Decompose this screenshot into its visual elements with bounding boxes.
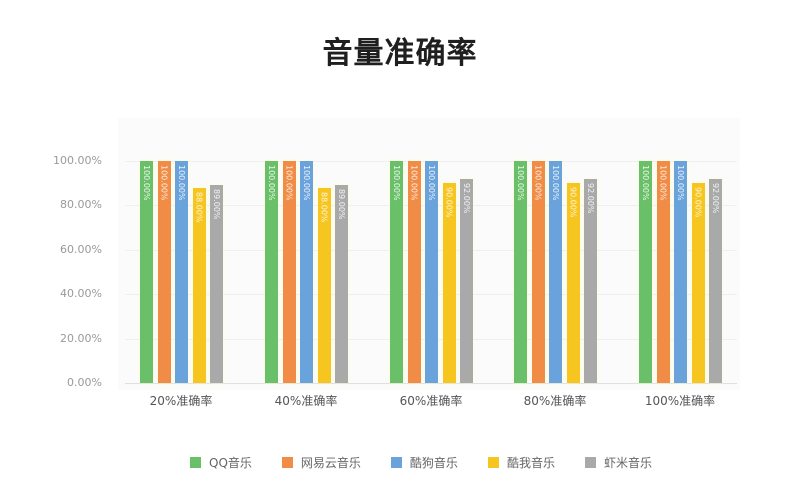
bar: 89.00% [210,185,223,383]
bar-value-label: 100.00% [551,165,560,201]
y-tick-label: 100.00% [53,154,102,167]
legend-item[interactable]: 网易云音乐 [281,454,361,471]
bar-value-label: 100.00% [392,165,401,201]
legend-item[interactable]: 酷狗音乐 [390,454,458,471]
bar: 100.00% [140,161,153,383]
bar: 100.00% [175,161,188,383]
bar: 100.00% [531,161,545,383]
bar-value-label: 100.00% [641,165,650,201]
bar: 88.00% [192,187,206,383]
y-tick-label: 20.00% [60,331,102,345]
bar-value-label: 90.00% [693,187,703,218]
legend-label: 酷我音乐 [506,456,555,470]
x-tick-label: 40%准确率 [274,394,338,408]
bar: 92.00% [709,178,722,383]
x-tick-label: 100%准确率 [644,394,716,408]
legend-label: 酷狗音乐 [409,456,458,470]
bar-value-label: 100.00% [142,165,151,201]
bar-value-label: 100.00% [159,165,169,201]
bar: 100.00% [639,161,652,383]
chart-title: 音量准确率 [322,36,478,71]
bar-value-label: 100.00% [658,165,668,201]
bar: 100.00% [407,161,421,383]
bar: 100.00% [390,161,403,383]
bar-value-label: 100.00% [267,165,276,201]
legend-swatch-icon [281,457,293,468]
bar-value-label: 100.00% [533,165,543,201]
bar: 100.00% [549,161,562,383]
bar: 100.00% [425,161,438,383]
bar-value-label: 88.00% [319,191,329,223]
legend-swatch-icon [487,457,499,468]
bar-value-label: 90.00% [444,187,454,218]
legend-swatch-icon [190,457,201,468]
y-tick-label: 80.00% [60,198,102,212]
bar-value-label: 100.00% [302,165,311,201]
y-tick-label: 40.00% [60,287,102,301]
bar-value-label: 89.00% [337,189,346,220]
legend-swatch-icon [584,457,596,468]
bar-value-label: 100.00% [516,165,525,201]
bar: 92.00% [460,178,473,383]
bar: 90.00% [691,183,705,383]
bar: 92.00% [584,178,597,383]
bar-value-label: 100.00% [284,165,294,201]
legend-label: QQ音乐 [209,456,252,470]
bar-value-label: 90.00% [568,187,578,218]
x-axis-line [125,383,737,384]
bar: 100.00% [157,161,171,383]
bar-value-label: 92.00% [711,182,720,214]
bar: 90.00% [442,183,456,383]
legend-swatch-icon [390,457,402,468]
bar: 100.00% [656,161,670,383]
bar: 89.00% [335,185,348,383]
legend-item[interactable]: 虾米音乐 [584,454,652,471]
x-tick-label: 60%准确率 [399,394,463,408]
bar-value-label: 88.00% [194,191,204,223]
legend-item[interactable]: 酷我音乐 [487,454,555,471]
bar: 100.00% [300,161,313,383]
bar: 100.00% [514,161,527,383]
y-tick-label: 60.00% [60,242,102,256]
legend-label: 虾米音乐 [603,456,652,470]
bar-value-label: 100.00% [676,165,685,201]
y-tick-label: 0.00% [67,376,102,389]
bar-value-label: 100.00% [177,165,186,201]
x-tick-label: 80%准确率 [523,394,587,408]
bar: 100.00% [265,161,278,383]
bar: 88.00% [317,187,331,383]
bar-value-label: 92.00% [462,182,471,214]
bar-value-label: 100.00% [427,165,436,201]
legend-label: 网易云音乐 [300,456,361,470]
x-tick-label: 20%准确率 [149,394,213,408]
bar-value-label: 100.00% [409,165,419,201]
legend: QQ音乐 网易云音乐 酷狗音乐 酷我音乐 虾米音乐 [190,454,682,471]
bar: 100.00% [674,161,687,383]
bar: 90.00% [566,183,580,383]
bar-value-label: 92.00% [586,182,595,214]
legend-item[interactable]: QQ音乐 [190,454,252,471]
bar: 100.00% [282,161,296,383]
bar-value-label: 89.00% [212,189,221,220]
